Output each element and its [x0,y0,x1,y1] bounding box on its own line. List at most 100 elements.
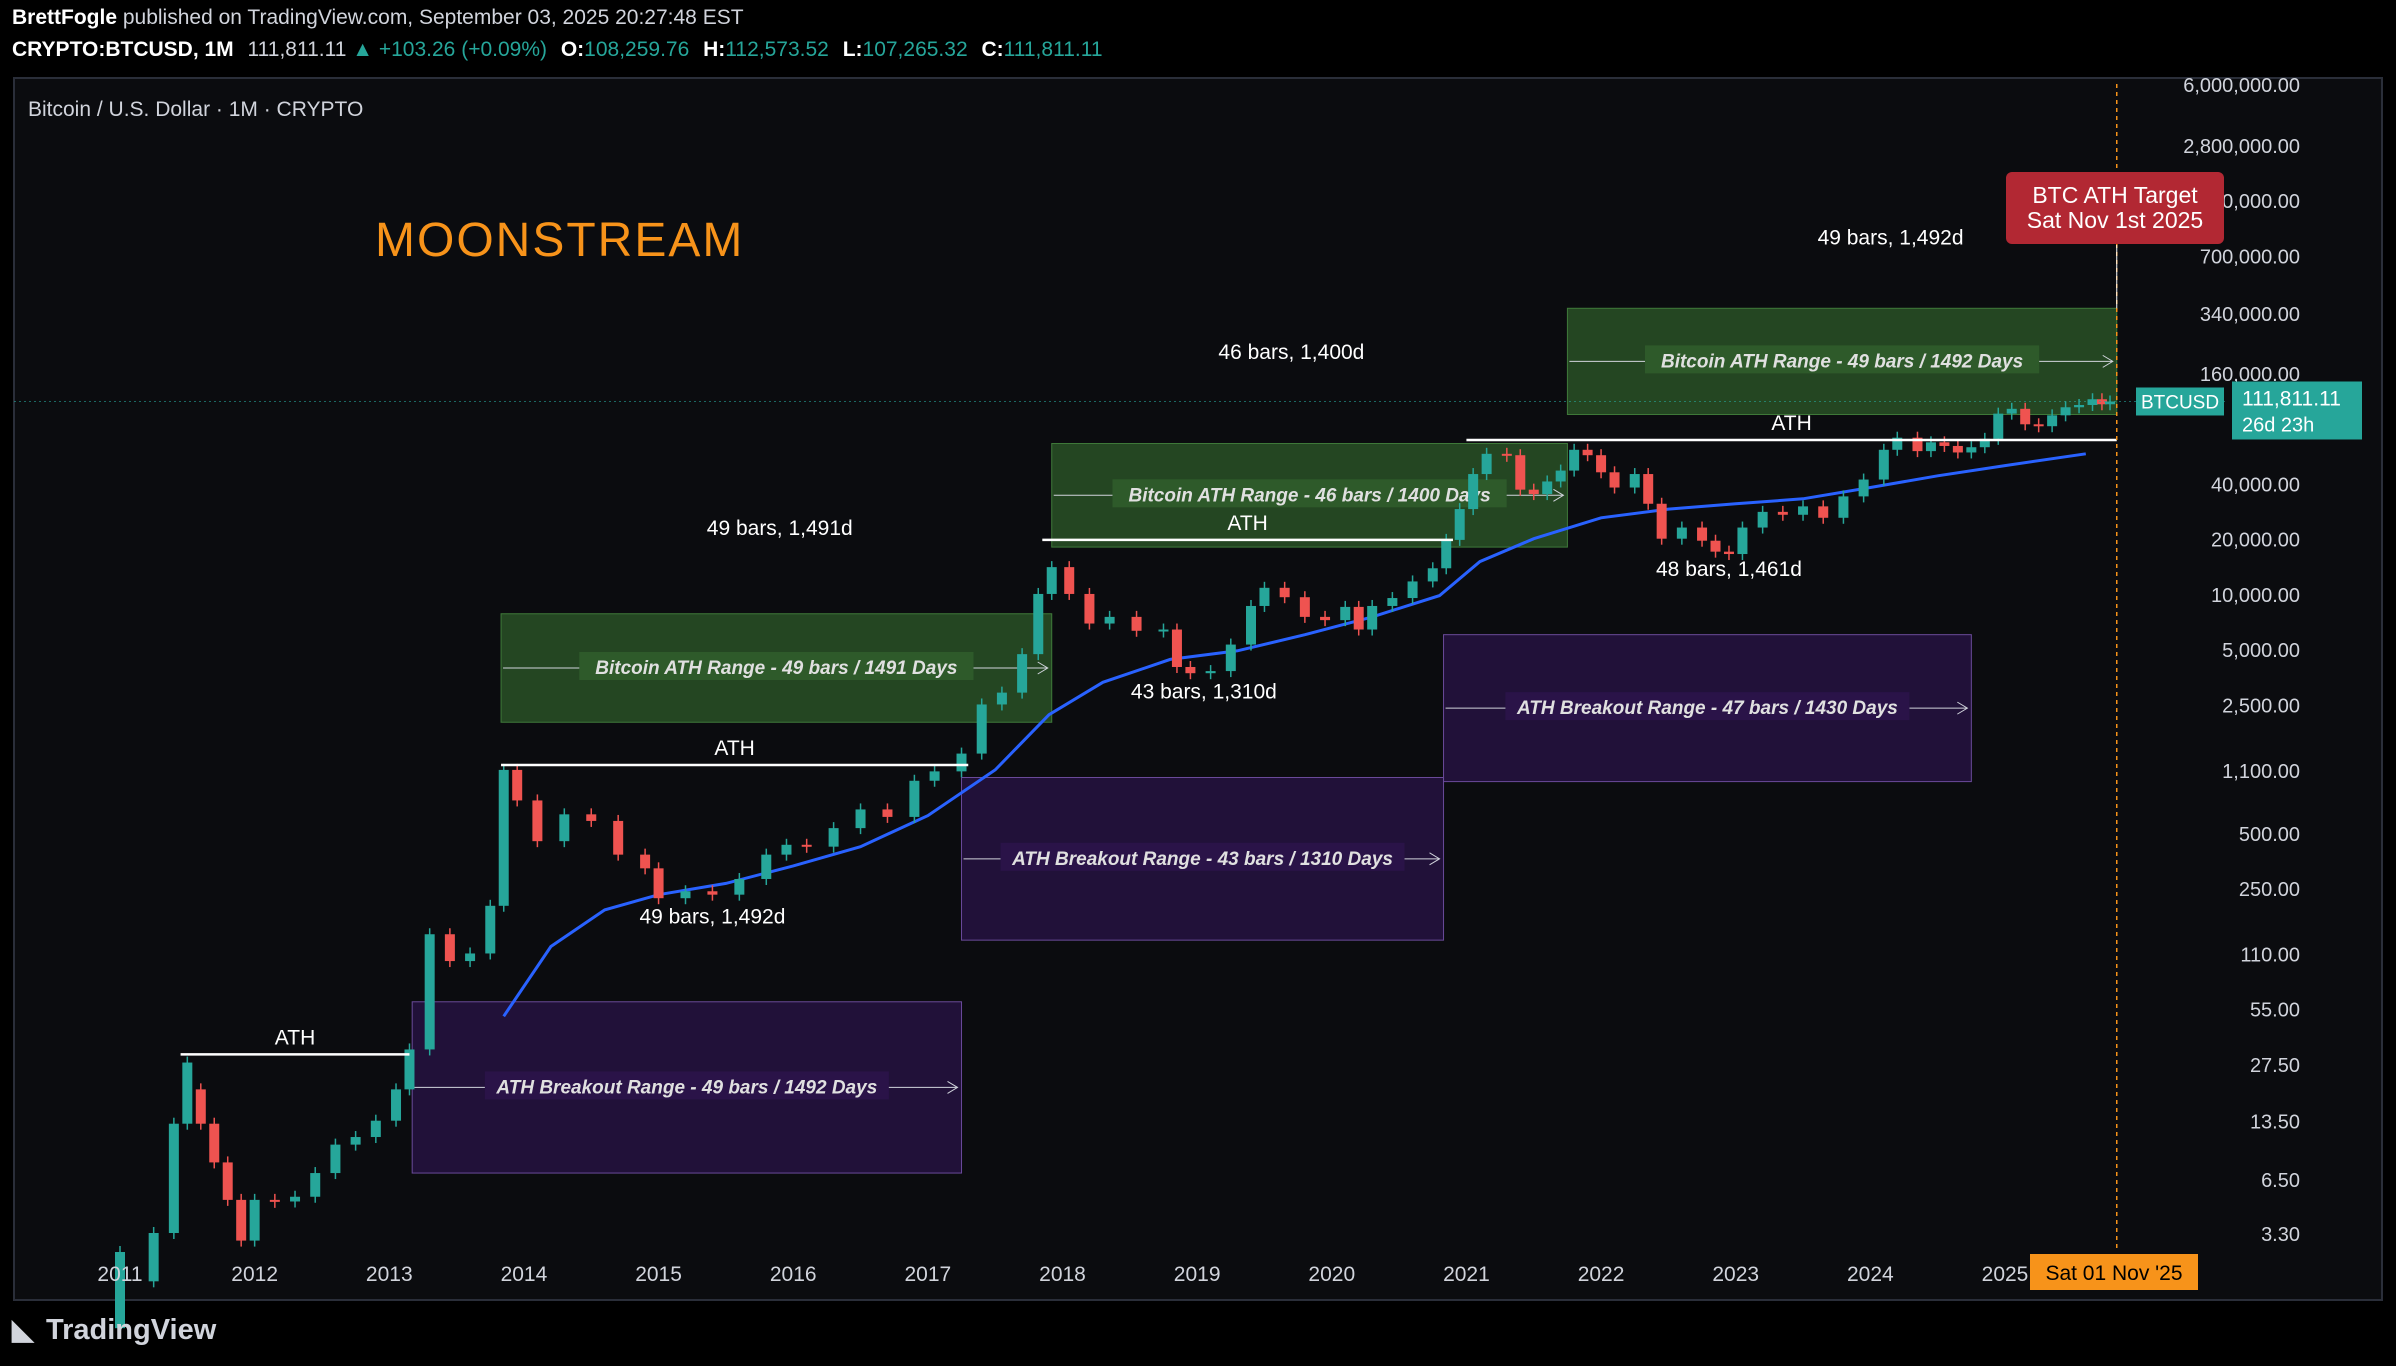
candle [653,868,664,899]
range-label-bg [1112,479,1507,508]
x-tick-label: 2013 [366,1263,413,1286]
candle [444,934,455,962]
candle [498,769,509,906]
ath-label: ATH [714,737,754,760]
last-price: 111,811.11 [247,38,347,61]
y-tick-label: 1,100.00 [2222,761,2300,783]
price-change: ▲ +103.26 (+0.09%) [352,38,547,61]
x-tick-label: 2017 [904,1263,951,1286]
x-tick-label: 2019 [1174,1263,1221,1286]
bar-count-label: 49 bars, 1,492d [1818,227,1964,250]
y-tick-label: 10,000.00 [2211,585,2300,607]
candle [1528,489,1539,495]
candle [1441,539,1452,569]
candle [1596,455,1607,473]
symbol-tag [2136,387,2224,416]
ath-range-box-label: Bitcoin ATH Range - 49 bars / 1492 Days [1661,351,2023,372]
range-arrow-head [1957,701,1969,715]
symbol-label[interactable]: CRYPTO:BTCUSD, 1M [12,38,234,61]
candle [391,1089,402,1121]
candle [1084,593,1095,624]
candle [1710,540,1721,552]
candle [1858,479,1869,497]
symbol-tag-label: BTCUSD [2141,392,2219,413]
y-tick-label: 110.00 [2240,944,2300,966]
candle [1892,437,1903,450]
candle [1171,629,1182,667]
candle [1225,644,1236,672]
candle [1131,616,1142,631]
candle [1609,472,1620,488]
candle [781,844,792,855]
candle [1798,506,1809,515]
x-tick-label: 2022 [1578,1263,1625,1286]
candle [1064,567,1075,594]
candle [269,1199,280,1202]
bar-count-label: 49 bars, 1,491d [707,517,853,540]
publisher-name[interactable]: BrettFogle [12,6,117,29]
x-tick-label: 2020 [1308,1263,1355,1286]
candle [115,1252,125,1329]
candle [1104,616,1115,624]
candle [1555,470,1566,482]
candle [1952,445,1963,453]
candle [1569,449,1580,471]
candle [1185,666,1196,674]
candle [424,934,435,1050]
x-tick-label: 2015 [635,1263,682,1286]
published-text: published on TradingView.com, September … [122,6,744,29]
high-value: 112,573.52 [725,38,829,61]
candle [1205,671,1216,674]
candle [209,1123,220,1163]
ath-range-box-label: Bitcoin ATH Range - 49 bars / 1491 Days [595,658,957,679]
target-callout-box [2006,172,2224,244]
candle [1320,616,1331,621]
candle [2105,401,2116,405]
y-tick-label: 700,000.00 [2200,246,2300,268]
candle [1046,567,1057,594]
candle [2006,408,2017,414]
x-tick-label: 2018 [1039,1263,1086,1286]
range-arrow-head [947,1080,959,1094]
candle [586,814,597,821]
candle [532,800,543,842]
candle [1737,527,1748,555]
candle [1017,654,1028,693]
candle [350,1137,361,1145]
x-tick-label: 2025 [1982,1263,2029,1286]
breakout-range-box-label: ATH Breakout Range - 47 bars / 1430 Days [1516,698,1898,719]
candle [2060,407,2071,416]
target-callout-line1: BTC ATH Target [2032,182,2198,208]
chart-pane[interactable] [13,77,2383,1301]
y-tick-label: 27.50 [2250,1055,2300,1077]
candle [168,1123,179,1233]
open-value: 108,259.76 [584,38,690,61]
candle [1979,438,1990,448]
candle [404,1049,415,1090]
tradingview-logo[interactable]: ◣ TradingView [12,1313,216,1347]
candle [512,769,523,801]
candle [1878,449,1889,480]
low-label: L: [842,38,863,61]
target-date-tag-label: Sat 01 Nov '25 [2045,1262,2182,1285]
ohlc-line: CRYPTO:BTCUSD, 1M 111,811.11 ▲ +103.26 (… [12,38,1103,62]
ath-label: ATH [275,1026,315,1049]
tv-icon: ◣ [12,1314,34,1345]
candle [1582,449,1593,456]
candle [909,780,920,817]
candle [1454,509,1465,540]
y-tick-label: 3.30 [2261,1224,2300,1246]
candle [1993,413,2004,439]
range-arrow-head [1037,661,1049,675]
range-label-bg [1000,842,1405,871]
candle [1501,453,1512,456]
candle [1033,593,1044,655]
ath-label: ATH [1227,512,1267,535]
high-label: H: [703,38,726,61]
candle [559,814,570,842]
x-tick-label: 2016 [770,1263,817,1286]
candle [1757,511,1768,528]
candle [640,854,651,869]
candle [613,820,624,855]
